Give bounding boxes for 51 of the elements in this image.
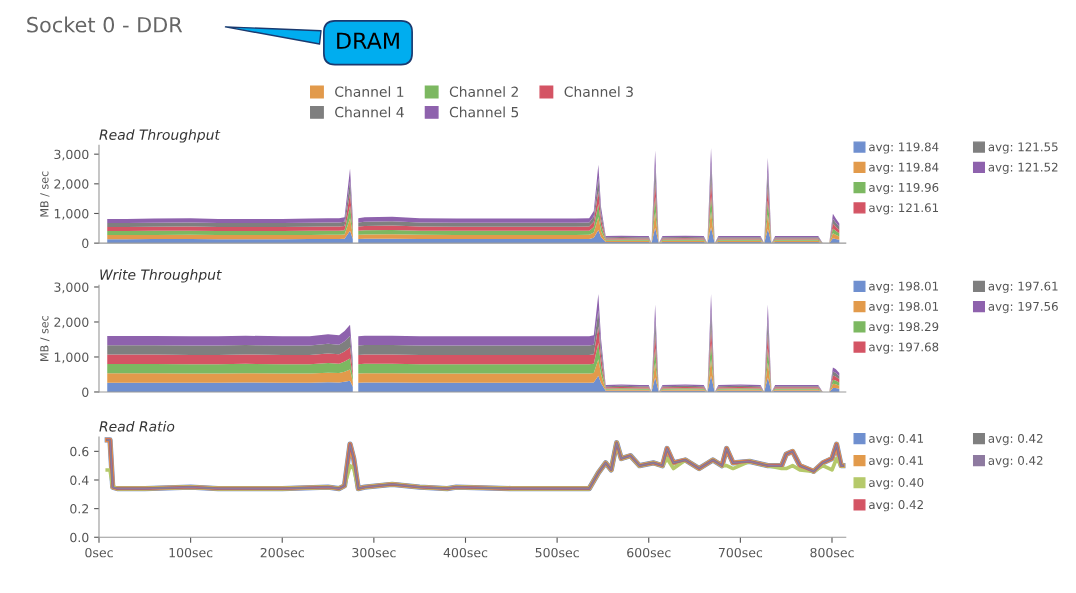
chart-title: Read Throughput bbox=[99, 129, 221, 143]
x-tick-label: 500sec bbox=[535, 547, 579, 558]
x-tick-label: 800sec bbox=[810, 547, 854, 558]
text: avg: 197.61 bbox=[988, 281, 1058, 293]
y-tick-label: 0 bbox=[82, 238, 89, 249]
text: Socket 0 - DDR bbox=[27, 16, 183, 33]
x-tick-label: 0sec bbox=[85, 547, 113, 558]
y-tick-label: 3,000 bbox=[54, 149, 89, 161]
text: avg: 197.68 bbox=[869, 342, 939, 354]
text: avg: 0.40 bbox=[869, 478, 924, 490]
y-tick-label: 1,000 bbox=[54, 208, 89, 220]
text: avg: 197.56 bbox=[988, 301, 1058, 314]
legend-label: Channel 5 bbox=[449, 106, 519, 118]
y-tick-label: 2,000 bbox=[54, 179, 89, 191]
legend-label: Channel 4 bbox=[335, 106, 404, 118]
text: avg: 198.01 bbox=[869, 301, 939, 314]
text: avg: 119.96 bbox=[869, 182, 939, 195]
x-tick-label: 300sec bbox=[352, 547, 396, 558]
legend-label: Channel 2 bbox=[449, 86, 518, 97]
legend-label: Channel 1 bbox=[335, 86, 404, 97]
text: avg: 0.41 bbox=[869, 433, 923, 446]
text: avg: 0.42 bbox=[988, 456, 1043, 468]
text: avg: 121.52 bbox=[988, 162, 1058, 174]
text: avg: 198.01 bbox=[869, 281, 939, 293]
y-tick-label: 3,000 bbox=[54, 282, 89, 294]
x-tick-label: 100sec bbox=[169, 547, 213, 558]
text: avg: 121.61 bbox=[869, 203, 939, 215]
y-tick-label: 2,000 bbox=[54, 317, 89, 329]
y-axis-title: MB / sec bbox=[40, 315, 50, 361]
x-tick-label: 200sec bbox=[260, 547, 304, 558]
text: avg: 198.29 bbox=[869, 322, 939, 334]
text: avg: 0.41 bbox=[869, 456, 923, 468]
y-tick-label: 0.6 bbox=[70, 446, 89, 457]
text: avg: 119.84 bbox=[869, 142, 939, 154]
y-tick-label: 0.4 bbox=[70, 475, 89, 485]
text: DRAM bbox=[337, 32, 399, 49]
chart-title: Write Throughput bbox=[100, 269, 222, 283]
y-tick-label: 0.0 bbox=[70, 532, 89, 543]
y-tick-label: 0 bbox=[82, 387, 89, 397]
x-tick-label: 700sec bbox=[718, 547, 763, 558]
chart-title: Read Ratio bbox=[99, 420, 175, 432]
y-axis-title: MB / sec bbox=[40, 171, 50, 217]
text: avg: 119.84 bbox=[869, 162, 939, 174]
text: avg: 0.42 bbox=[988, 433, 1043, 446]
x-tick-label: 400sec bbox=[443, 547, 488, 558]
text: avg: 0.42 bbox=[869, 500, 923, 512]
text: avg: 121.55 bbox=[988, 142, 1058, 154]
y-tick-label: 0.2 bbox=[70, 504, 89, 514]
x-tick-label: 600sec bbox=[627, 547, 671, 558]
legend-label: Channel 3 bbox=[564, 86, 633, 97]
y-tick-label: 1,000 bbox=[54, 352, 89, 364]
